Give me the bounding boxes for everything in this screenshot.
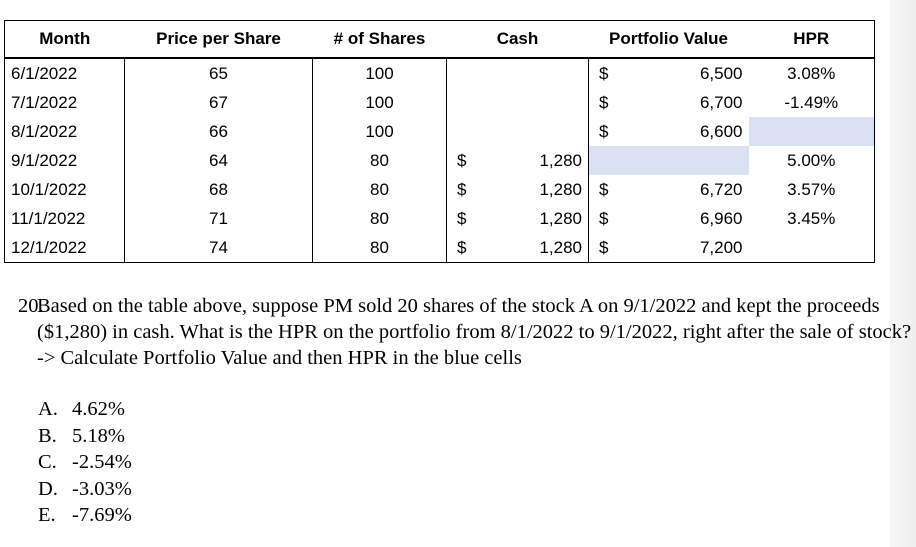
portfolio-value: 6,500 bbox=[699, 64, 743, 83]
cell-cash bbox=[446, 58, 589, 88]
cash-value: 1,280 bbox=[539, 209, 582, 228]
choice-c: C. -2.54% bbox=[38, 449, 132, 476]
cell-month: 12/1/2022 bbox=[11, 238, 87, 257]
choice-e: E. -7.69% bbox=[38, 502, 132, 529]
cell-cash: $1,280 bbox=[446, 204, 589, 233]
cell-price: 67 bbox=[124, 88, 313, 117]
cell-month: 9/1/2022 bbox=[11, 151, 78, 170]
page-edge-shadow bbox=[890, 0, 916, 547]
cash-value: 1,280 bbox=[539, 238, 582, 257]
currency-symbol: $ bbox=[599, 180, 609, 199]
currency-symbol: $ bbox=[457, 238, 467, 257]
header-hpr: HPR bbox=[748, 20, 875, 59]
table-row: 12/1/2022 74 80 $1,280 $7,200 bbox=[5, 233, 875, 263]
choice-text: -3.03% bbox=[72, 477, 132, 500]
cell-cash bbox=[446, 88, 589, 117]
table-row: 11/1/2022 71 80 $1,280 $6,960 3.45% bbox=[5, 204, 875, 233]
table-row: 9/1/2022 64 80 $1,280 5.00% bbox=[5, 146, 875, 175]
header-portfolio-value: Portfolio Value bbox=[588, 20, 749, 59]
portfolio-value: 7,200 bbox=[699, 238, 743, 257]
cash-value: 1,280 bbox=[539, 180, 582, 199]
portfolio-table: Month Price per Share # of Shares Cash P… bbox=[4, 20, 875, 263]
choice-letter: C. bbox=[38, 451, 57, 473]
cell-hpr: 3.08% bbox=[787, 64, 836, 83]
choice-text: 4.62% bbox=[72, 398, 125, 420]
table-header-row: Month Price per Share # of Shares Cash P… bbox=[4, 20, 875, 59]
cell-price: 65 bbox=[124, 58, 313, 88]
cell-month: 7/1/2022 bbox=[11, 93, 78, 112]
cell-shares: 80 bbox=[312, 146, 447, 175]
header-cash: Cash bbox=[446, 20, 589, 59]
table-row: 6/1/2022 65 100 $6,500 3.08% bbox=[5, 58, 875, 88]
portfolio-value: 6,720 bbox=[699, 180, 743, 199]
currency-symbol: $ bbox=[599, 93, 609, 112]
header-number-of-shares: # of Shares bbox=[312, 20, 447, 59]
header-price-per-share: Price per Share bbox=[124, 20, 313, 59]
choice-b: B. 5.18% bbox=[38, 423, 132, 450]
cell-portfolio-value: $6,600 bbox=[588, 117, 749, 146]
cell-price: 71 bbox=[124, 204, 313, 233]
cell-portfolio-value-blank bbox=[588, 146, 749, 175]
choice-letter: B. bbox=[38, 424, 57, 447]
choice-text: -7.69% bbox=[72, 504, 132, 526]
cell-shares: 100 bbox=[312, 88, 447, 117]
cell-cash: $1,280 bbox=[446, 233, 589, 263]
portfolio-value: 6,960 bbox=[699, 209, 743, 228]
table-row: 7/1/2022 67 100 $6,700 -1.49% bbox=[5, 88, 875, 117]
cell-hpr: 3.45% bbox=[787, 209, 836, 228]
cell-cash: $1,280 bbox=[446, 175, 589, 204]
cell-hpr bbox=[749, 233, 875, 263]
table-row: 8/1/2022 66 100 $6,600 bbox=[5, 117, 875, 146]
cell-hpr: 3.57% bbox=[787, 180, 836, 199]
question-number: 20. bbox=[18, 295, 44, 317]
currency-symbol: $ bbox=[599, 122, 609, 141]
choice-text: -2.54% bbox=[72, 451, 132, 473]
cell-cash bbox=[446, 117, 589, 146]
question-20: 20. Based on the table above, suppose PM… bbox=[18, 293, 913, 371]
header-month: Month bbox=[4, 20, 125, 59]
cell-shares: 100 bbox=[312, 117, 447, 146]
currency-symbol: $ bbox=[599, 64, 609, 83]
cell-cash: $1,280 bbox=[446, 146, 589, 175]
cell-portfolio-value: $6,720 bbox=[588, 175, 749, 204]
cell-portfolio-value: $7,200 bbox=[588, 233, 749, 263]
table-row: 10/1/2022 68 80 $1,280 $6,720 3.57% bbox=[5, 175, 875, 204]
choice-letter: D. bbox=[38, 477, 58, 500]
choice-text: 5.18% bbox=[72, 424, 125, 447]
cell-price: 64 bbox=[124, 146, 313, 175]
choice-d: D. -3.03% bbox=[38, 476, 132, 503]
currency-symbol: $ bbox=[457, 151, 467, 170]
cell-shares: 100 bbox=[312, 58, 447, 88]
cell-month: 8/1/2022 bbox=[11, 122, 78, 141]
answer-choices: A. 4.62% B. 5.18% C. -2.54% D. -3.03% E. -7.6… bbox=[38, 396, 132, 529]
cell-month: 10/1/2022 bbox=[11, 180, 87, 199]
cell-hpr-blank bbox=[748, 117, 875, 146]
currency-symbol: $ bbox=[457, 209, 467, 228]
cell-portfolio-value: $6,700 bbox=[588, 88, 749, 117]
cell-price: 74 bbox=[124, 233, 313, 263]
currency-symbol: $ bbox=[599, 238, 609, 257]
currency-symbol: $ bbox=[599, 209, 609, 228]
cell-price: 68 bbox=[124, 175, 313, 204]
portfolio-value: 6,600 bbox=[699, 122, 743, 141]
cell-price: 66 bbox=[124, 117, 313, 146]
cell-shares: 80 bbox=[312, 204, 447, 233]
portfolio-value: 6,700 bbox=[699, 93, 743, 112]
currency-symbol: $ bbox=[457, 180, 467, 199]
cell-portfolio-value: $6,500 bbox=[588, 58, 749, 88]
choice-letter: E. bbox=[38, 504, 56, 526]
cell-shares: 80 bbox=[312, 175, 447, 204]
cell-hpr: -1.49% bbox=[784, 93, 839, 112]
cell-month: 11/1/2022 bbox=[11, 209, 86, 228]
choice-letter: A. bbox=[38, 398, 58, 420]
cell-portfolio-value: $6,960 bbox=[588, 204, 749, 233]
cell-shares: 80 bbox=[312, 233, 447, 263]
cell-hpr: 5.00% bbox=[787, 151, 836, 170]
cash-value: 1,280 bbox=[539, 151, 582, 170]
cell-month: 6/1/2022 bbox=[11, 64, 78, 83]
choice-a: A. 4.62% bbox=[38, 396, 132, 423]
question-text: Based on the table above, suppose PM sol… bbox=[37, 295, 912, 369]
